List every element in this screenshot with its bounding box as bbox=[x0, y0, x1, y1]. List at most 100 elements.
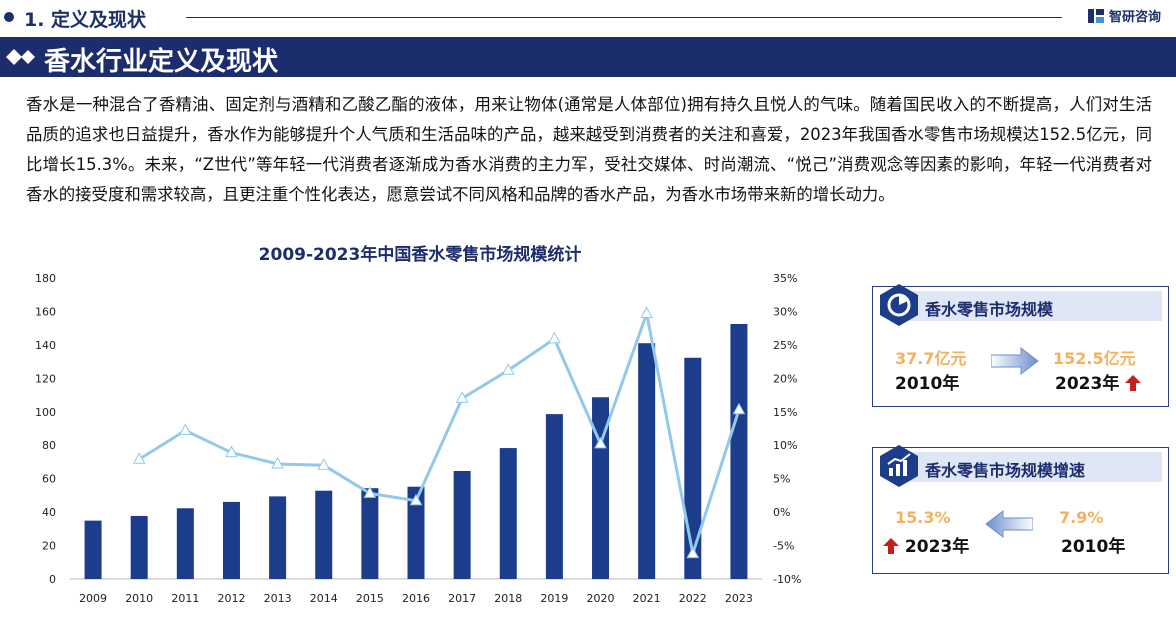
chart-circle-icon bbox=[880, 284, 918, 326]
left-year: 2023年 bbox=[883, 532, 969, 557]
x-axis-tick: 2019 bbox=[540, 592, 568, 605]
x-axis-tick: 2017 bbox=[448, 592, 476, 605]
bar-2010 bbox=[130, 515, 148, 579]
bar-2019 bbox=[545, 414, 563, 579]
x-axis-tick: 2012 bbox=[217, 592, 245, 605]
market-scale-card: 香水零售市场规模 37.7亿元 2010年 152.5亿元 2023年 bbox=[872, 284, 1169, 407]
bar-2015 bbox=[361, 488, 379, 579]
title-banner: 香水行业定义及现状 bbox=[0, 37, 1176, 77]
left-axis-tick: 120 bbox=[35, 372, 56, 385]
left-axis-tick: 160 bbox=[35, 305, 56, 318]
bar-2014 bbox=[315, 490, 333, 579]
section-header: 1. 定义及现状 智研咨询 bbox=[0, 0, 1176, 36]
chart-title: 2009-2023年中国香水零售市场规模统计 bbox=[258, 245, 582, 265]
x-axis-tick: 2009 bbox=[79, 592, 107, 605]
x-axis-tick: 2015 bbox=[356, 592, 384, 605]
arrow-left-icon bbox=[985, 510, 1033, 538]
brand-logo-icon bbox=[1088, 8, 1104, 23]
right-axis-tick: -10% bbox=[773, 573, 801, 586]
growth-rate-card: 香水零售市场规模增速 15.3% 2023年 7.9% 2010年 bbox=[872, 445, 1169, 574]
diamond-icon bbox=[6, 49, 35, 65]
to-value: 152.5亿元 bbox=[1053, 349, 1136, 368]
growth-point-2010 bbox=[132, 452, 146, 464]
card-header-bar bbox=[899, 452, 1162, 482]
growth-point-2014 bbox=[317, 458, 331, 470]
arrow-right-icon bbox=[991, 347, 1039, 375]
card-header: 香水零售市场规模 bbox=[873, 284, 1168, 326]
card-title: 香水零售市场规模 bbox=[925, 300, 1054, 319]
section-label: 1. 定义及现状 bbox=[24, 9, 147, 31]
x-axis-tick: 2023 bbox=[725, 592, 753, 605]
bar-2009 bbox=[84, 520, 102, 579]
growth-point-2016 bbox=[409, 493, 423, 506]
right-axis-tick: 15% bbox=[773, 406, 797, 419]
left-axis-tick: 100 bbox=[35, 406, 56, 419]
x-axis-tick: 2011 bbox=[171, 592, 199, 605]
to-year: 2023年 bbox=[1055, 369, 1142, 394]
growth-point-2019 bbox=[548, 331, 561, 344]
page-title: 香水行业定义及现状 bbox=[44, 47, 279, 77]
bar-2012 bbox=[222, 501, 240, 579]
growth-point-2013 bbox=[271, 456, 284, 469]
growth-point-2021 bbox=[640, 306, 654, 318]
from-value: 37.7亿元 bbox=[895, 349, 967, 368]
bar-chart-icon bbox=[880, 445, 918, 487]
growth-point-2018 bbox=[501, 363, 515, 375]
right-year: 2010年 bbox=[1061, 537, 1126, 557]
bar-2011 bbox=[176, 508, 194, 579]
growth-point-2015 bbox=[363, 486, 377, 498]
growth-rate-line bbox=[138, 311, 741, 556]
card-header-bar bbox=[899, 291, 1162, 321]
x-axis-tick: 2021 bbox=[633, 592, 661, 605]
to-year-text: 2023年 bbox=[1055, 374, 1120, 394]
right-axis-tick: 10% bbox=[773, 439, 797, 452]
x-axis-tick: 2022 bbox=[679, 592, 707, 605]
growth-point-2023 bbox=[732, 402, 746, 415]
bar-2013 bbox=[269, 496, 287, 579]
right-axis-tick: -5% bbox=[773, 540, 794, 553]
bar-2017 bbox=[453, 470, 471, 579]
up-arrow-icon bbox=[883, 538, 899, 554]
right-value: 7.9% bbox=[1059, 508, 1104, 527]
left-axis-tick: 40 bbox=[42, 506, 56, 519]
left-value: 15.3% bbox=[895, 508, 951, 527]
left-axis-tick: 140 bbox=[35, 339, 56, 352]
bar-2016 bbox=[407, 486, 425, 579]
bar-2021 bbox=[638, 343, 656, 579]
right-axis-tick: 30% bbox=[773, 305, 797, 318]
growth-point-2011 bbox=[178, 423, 192, 436]
section-bullet-icon bbox=[4, 12, 14, 22]
brand: 智研咨询 bbox=[1087, 6, 1161, 25]
growth-point-2022 bbox=[686, 546, 700, 559]
x-axis-tick: 2013 bbox=[264, 592, 292, 605]
right-axis-tick: 25% bbox=[773, 339, 797, 352]
growth-point-2012 bbox=[225, 445, 238, 458]
growth-point-2020 bbox=[594, 436, 607, 449]
bar-2020 bbox=[592, 397, 610, 579]
right-axis-tick: 20% bbox=[773, 372, 797, 385]
x-axis-tick: 2014 bbox=[310, 592, 338, 605]
card-header: 香水零售市场规模增速 bbox=[873, 445, 1168, 487]
card-title: 香水零售市场规模增速 bbox=[925, 461, 1086, 480]
x-axis-tick: 2020 bbox=[587, 592, 615, 605]
left-axis-tick: 20 bbox=[42, 540, 56, 553]
left-axis-tick: 180 bbox=[35, 272, 56, 285]
up-arrow-icon bbox=[1125, 375, 1142, 391]
right-axis-tick: 35% bbox=[773, 272, 797, 285]
market-size-chart: 0 20 40 60 80 100 120 140 160 180 -10% -5% 0% 5% 10% 15… bbox=[35, 272, 801, 605]
right-axis-tick: 5% bbox=[773, 473, 790, 486]
x-axis-tick: 2010 bbox=[125, 592, 153, 605]
left-axis-tick: 0 bbox=[49, 573, 56, 586]
left-axis-tick: 80 bbox=[42, 439, 56, 452]
section-divider bbox=[186, 17, 1062, 18]
x-axis-tick: 2018 bbox=[494, 592, 522, 605]
left-axis-tick: 60 bbox=[42, 473, 56, 486]
brand-name: 智研咨询 bbox=[1109, 10, 1162, 25]
bar-2023 bbox=[730, 323, 748, 579]
right-axis-tick: 0% bbox=[773, 506, 790, 519]
x-axis-tick: 2016 bbox=[402, 592, 430, 605]
bar-2018 bbox=[499, 448, 517, 579]
growth-point-2017 bbox=[455, 391, 469, 403]
left-year-text: 2023年 bbox=[904, 537, 970, 557]
intro-paragraph: 香水是一种混合了香精油、固定剂与酒精和乙酸乙酯的液体，用来让物体(通常是人体部位… bbox=[26, 95, 1152, 204]
